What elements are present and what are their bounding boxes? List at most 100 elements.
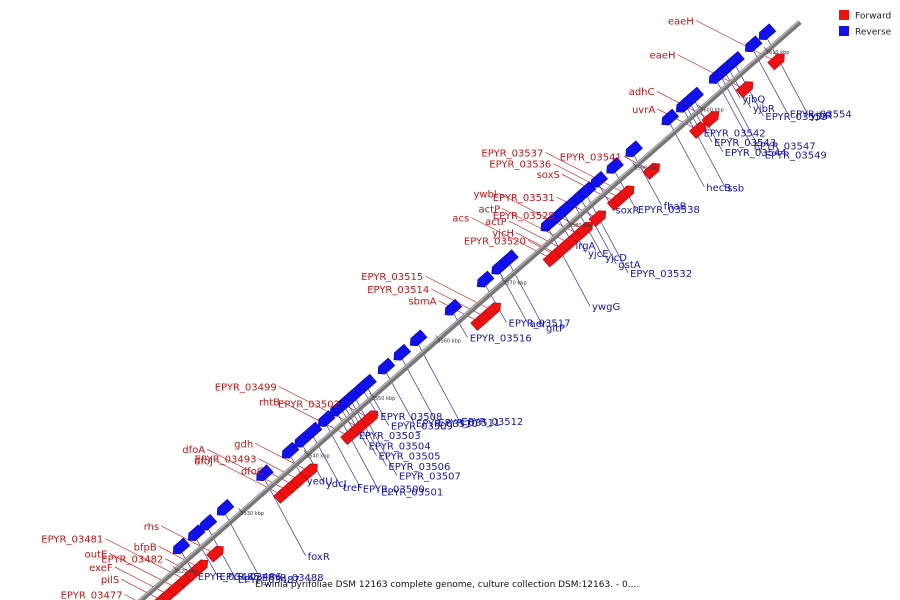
gene-label-yjbr-44: yjbR [810,111,832,122]
gene-label-dfoj-8: dfoJ [194,457,213,468]
gene-reverse-foxr-4 [256,464,274,482]
scale-tick-3590 [632,162,637,167]
leader-line [498,193,585,238]
gene-label-exef-2: exeF [89,563,113,574]
gene-reverse-epyr-03510-17 [377,357,396,375]
leader-line [545,152,631,197]
gene-label-fhab-32: fhaB [664,201,687,212]
scale-label-3560: 3560 kbp [437,338,461,344]
gene-reverse-epyr-03516-20 [444,298,463,316]
leader-line [494,264,528,324]
leader-line [321,416,362,489]
scale-label-3530: 3530 kbp [240,511,264,517]
leader-line [397,349,437,423]
gene-label-foxr-4: foxR [308,552,330,563]
leader-line [255,443,315,475]
gene-forward-epyr-03541-30 [642,163,660,180]
gene-label-epyr-03499-14: EPYR_03499 [215,382,277,393]
leader-line [504,255,545,328]
legend-label-forward: Forward [855,12,891,22]
gene-forward-epyr-03528-25 [575,221,593,239]
gene-label-soxr-30: soxR [616,206,640,217]
gene-forward-epyr-03502-15 [360,410,379,428]
gene-label-epyr-03532-29: EPYR_03532 [630,269,692,280]
gene-label-eaeh-34: eaeH [668,16,694,27]
gene-label-epyr-03500-8: EPYR_03500 [363,484,425,495]
leader-line [501,208,575,246]
gene-label-epyr-03510-17: EPYR_03510 [416,419,478,430]
gene-label-adhc-32: adhC [629,87,655,98]
gene-label-pils-1: pilS [101,575,119,586]
gene-label-yjcd-27: yjcD [605,253,627,264]
gene-reverse-gltp-23 [501,249,519,267]
gene-label-epyr-03544-37: EPYR_03544 [725,148,787,159]
gene-label-actp-22: actP [485,217,507,228]
gene-forward-epyr-03531-26 [588,210,607,228]
gene-label-epyr-03542-35: EPYR_03542 [704,128,766,139]
gene-label-rhtb-13: rhtB [259,398,280,409]
gene-reverse-tref-7 [304,421,323,439]
gene-forward-epyr-03537-29 [616,185,635,203]
leader-line [716,69,764,155]
gene-reverse-hecb-33 [661,108,680,126]
gene-label-yjch-21: yjcH [492,229,514,240]
gene-label-epyr-03531-26: EPYR_03531 [493,193,555,204]
gene-reverse-epyr-03488-3 [216,498,235,516]
leader-line [425,275,498,314]
gene-reverse-epyr-03512-19 [409,329,428,347]
gene-reverse-epyr-03485-0 [172,537,191,555]
leader-line [471,217,557,262]
gene-label-epyr-03486-1: EPYR_03486 [220,572,282,583]
scale-ticks: 3520 kbp 3530 kbp 3540 kbp 3550 kbp 3560 kbp… [172,46,789,575]
gene-label-epyr-03511-18: EPYR_03511 [438,418,500,429]
gene-reverse-epyr-03544-37 [686,86,704,104]
gene-label-epyr-03501-9: EPYR_03501 [381,487,443,498]
leader-line [748,41,788,114]
gene-label-epyr-03485-0: EPYR_03485 [198,572,260,583]
leader-line [347,393,387,467]
gene-label-sbma-16: sbmA [408,297,436,308]
gene-label-dfoc-10: dfoC [241,467,264,478]
gene-label-epyr-03506-13: EPYR_03506 [388,462,450,473]
gene-label-epyr-03541-30: EPYR_03541 [560,152,622,163]
gene-reverse-soxr-30 [590,170,609,188]
scale-tick-3570 [500,277,505,282]
gene-label-epyr-03509-16: EPYR_03509 [391,422,453,433]
gene-label-yedu-5: yedU [307,477,333,488]
gene-label-yjbq-40: yjbQ [742,94,765,105]
gene-reverse-fhab-32 [625,140,643,158]
map-caption: Erwinia pyrifoliae DSM 12163 complete ge… [255,580,639,590]
gene-reverse-epyr-03511-18 [393,343,412,361]
gene-forward-adhc-32 [701,111,720,128]
gene-label-epyr-03488-3: EPYR_03488 [262,573,324,584]
gene-label-epyr-03515-18: EPYR_03515 [361,272,423,283]
gene-label-ywgg-24: ywgG [592,302,620,313]
scale-tick-3610 [763,46,768,51]
gene-label-epyr-03538-31: EPYR_03538 [638,205,700,216]
gene-label-epyr-03481-4: EPYR_03481 [41,535,103,546]
gene-label-gdh-12: gdh [234,439,253,450]
gene-forward-gdh-12 [300,463,318,481]
gene-label-gltp-23: gltP [546,324,565,335]
gene-label-epyr-03512-19: EPYR_03512 [461,417,523,428]
gene-label-epyr-03482-5: EPYR_03482 [101,555,163,566]
gene-label-dfoa-9: dfoA [182,445,205,456]
scale-tick-3580 [566,219,571,224]
gene-label-ywbl-24: ywbl [473,189,496,200]
gene-reverse-epyr-03553-42 [727,51,745,68]
scale-label-3590: 3590 kbp [635,165,659,171]
scale-label-3580: 3580 kbp [569,223,593,229]
gene-label-yjbr-41: yjbR [753,104,775,115]
legend: Forward Reverse [839,10,892,38]
gene-label-ssb-34: ssb [727,184,744,195]
scale-tick-3550 [369,392,374,397]
gene-label-bfpb-6: bfpB [134,542,157,553]
scale-label-3540: 3540 kbp [306,454,330,460]
gene-features [153,23,785,600]
scale-tick-3520 [172,565,177,570]
gene-label-epyr-03543-36: EPYR_03543 [714,138,776,149]
gene-reverse-epyr-03487-2 [199,513,218,531]
gene-label-epyr-03502-15: EPYR_03502 [278,400,340,411]
gene-label-tref-7: treF [343,483,363,494]
